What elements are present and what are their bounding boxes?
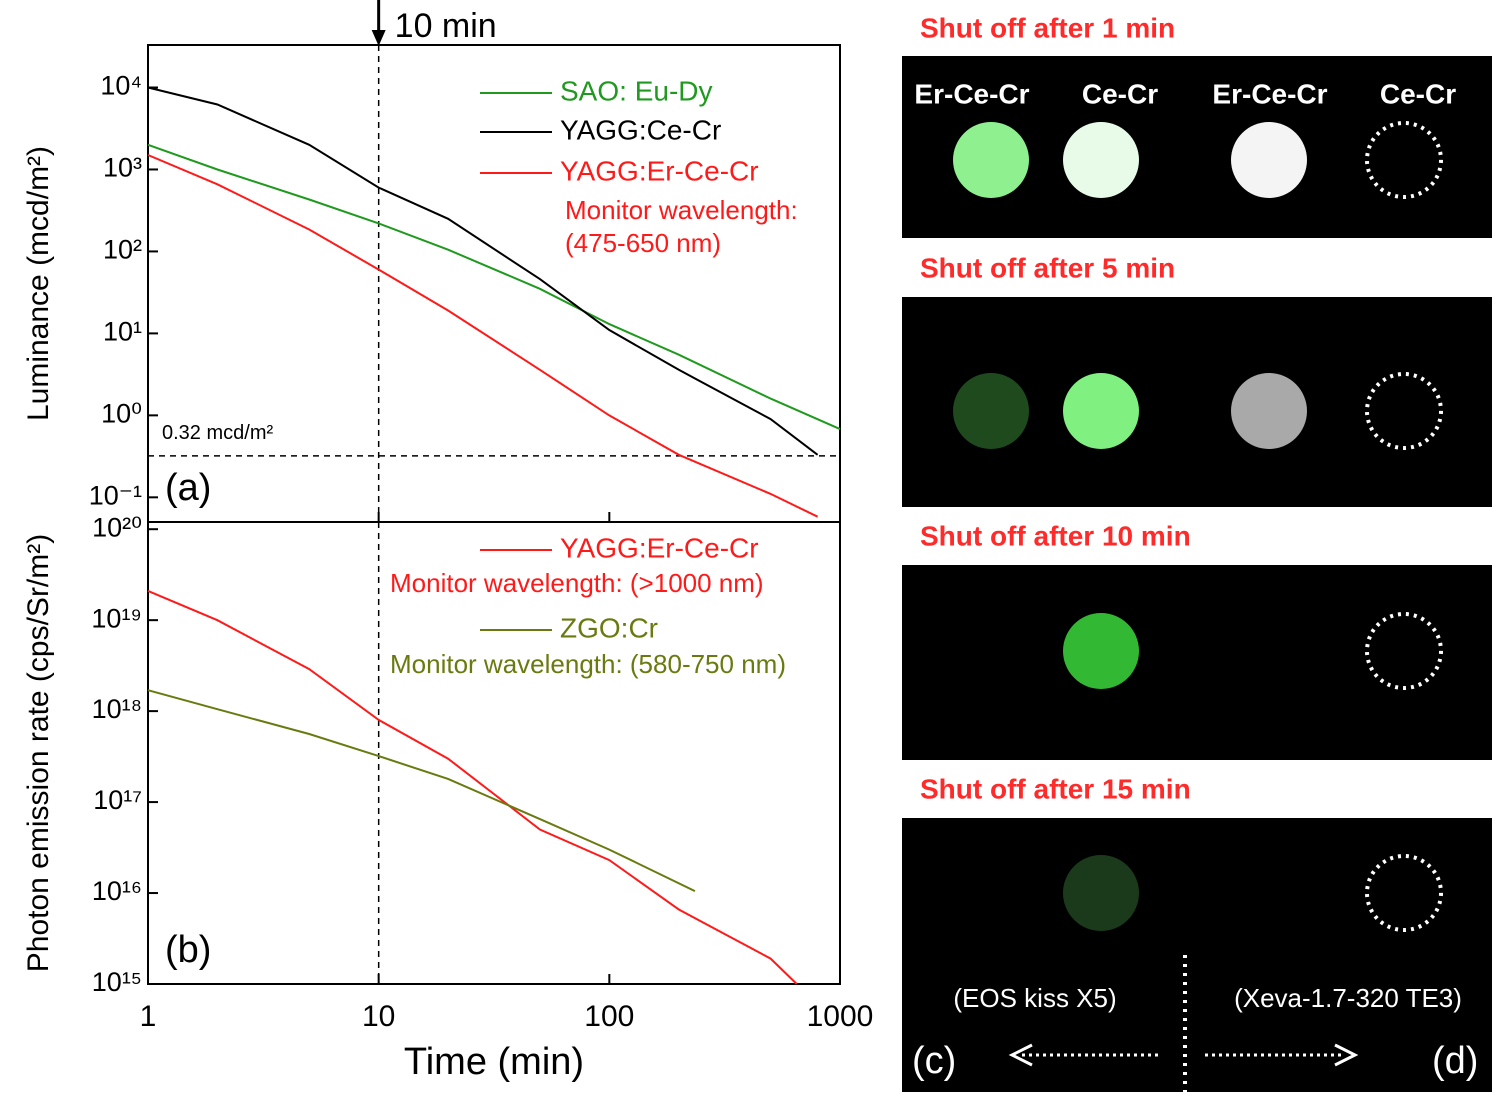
empty-spot <box>1365 854 1443 932</box>
empty-spot <box>1365 612 1443 690</box>
legend-label: YAGG:Er-Ce-Cr <box>560 532 759 563</box>
y-tick-label: 10³ <box>103 153 142 183</box>
glow-spot <box>1063 122 1139 198</box>
plot-frame <box>147 44 841 523</box>
y-tick-label: 10¹⁹ <box>91 603 142 633</box>
x-tick-label: 1000 <box>807 1000 874 1033</box>
panel-title: Shut off after 5 min <box>920 252 1175 283</box>
image-panels: Shut off after 1 min Er-Ce-Cr Ce-Cr Er-Ce-C… <box>902 12 1492 1092</box>
series-line <box>147 589 798 985</box>
y-tick-label: 10¹⁶ <box>92 876 142 906</box>
series-line <box>147 154 819 518</box>
series-line <box>147 143 841 431</box>
glow-spot <box>1063 855 1139 931</box>
glow-spot <box>1231 122 1307 198</box>
x-tick-label: 10 <box>362 1000 395 1033</box>
arrow-head <box>371 30 386 46</box>
panel-title: Shut off after 10 min <box>920 520 1191 551</box>
series-line <box>147 689 696 892</box>
photo <box>902 818 1492 1092</box>
photo <box>902 565 1492 760</box>
plots: 10⁻¹ 10⁰ 10¹ 10² 10³ 10⁴ Luminance (mcd/m²) (a)… <box>22 0 873 1083</box>
legend-note: Monitor wavelength: (580-750 nm) <box>390 649 786 679</box>
sample-label: Er-Ce-Cr <box>1212 78 1327 109</box>
panel-label: (b) <box>165 929 211 971</box>
legend-note: (475-650 nm) <box>565 228 721 258</box>
y-tick-label: 10⁻¹ <box>89 480 142 510</box>
y-tick-label: 10¹ <box>103 317 142 347</box>
camera-label: (Xeva-1.7-320 TE3) <box>1234 983 1462 1013</box>
y-tick-label: 10¹⁸ <box>92 694 142 724</box>
hline-label: 0.32 mcd/m² <box>162 422 273 444</box>
legend-label: SAO: Eu-Dy <box>560 75 712 106</box>
glow-spot <box>1063 373 1139 449</box>
glow-spot <box>953 122 1029 198</box>
panel-title: Shut off after 15 min <box>920 773 1191 804</box>
empty-spot <box>1365 121 1443 199</box>
y-tick-label: 10⁰ <box>101 398 142 428</box>
camera-label: (EOS kiss X5) <box>953 983 1116 1013</box>
empty-spot <box>1365 372 1443 450</box>
vline-label: 10 min <box>395 7 497 45</box>
glow-spot <box>1063 613 1139 689</box>
legend-note: Monitor wavelength: <box>565 195 798 225</box>
glow-spot <box>1231 373 1307 449</box>
arrow-left-head <box>1008 1043 1033 1067</box>
legend-note: Monitor wavelength: (>1000 nm) <box>390 568 764 598</box>
legend-label: YAGG:Ce-Cr <box>560 114 721 145</box>
legend-label: ZGO:Cr <box>560 612 658 643</box>
x-tick-label: 100 <box>584 1000 634 1033</box>
arrow-right-head <box>1334 1043 1359 1067</box>
sample-label: Ce-Cr <box>1380 78 1456 109</box>
glow-spot <box>953 373 1029 449</box>
panel-label: (d) <box>1432 1040 1478 1082</box>
sample-label: Ce-Cr <box>1082 78 1158 109</box>
y-tick-label: 10² <box>103 235 142 265</box>
y-tick-label: 10¹⁷ <box>93 785 142 815</box>
series-line <box>147 86 819 456</box>
x-axis-label: Time (min) <box>404 1041 584 1083</box>
panel-title: Shut off after 1 min <box>920 12 1175 43</box>
y-tick-label: 10⁴ <box>100 71 142 101</box>
sample-label: Er-Ce-Cr <box>914 78 1029 109</box>
y-axis-label: Photon emission rate (cps/Sr/m²) <box>22 534 55 972</box>
y-tick-label: 10¹⁵ <box>92 967 142 997</box>
legend-label: YAGG:Er-Ce-Cr <box>560 155 759 186</box>
x-tick-label: 1 <box>140 1000 157 1033</box>
y-tick-label: 10²⁰ <box>92 512 142 542</box>
y-axis-label: Luminance (mcd/m²) <box>22 146 55 421</box>
plot-frame <box>147 521 841 985</box>
panel-label: (a) <box>165 467 211 509</box>
panel-label: (c) <box>912 1040 956 1082</box>
